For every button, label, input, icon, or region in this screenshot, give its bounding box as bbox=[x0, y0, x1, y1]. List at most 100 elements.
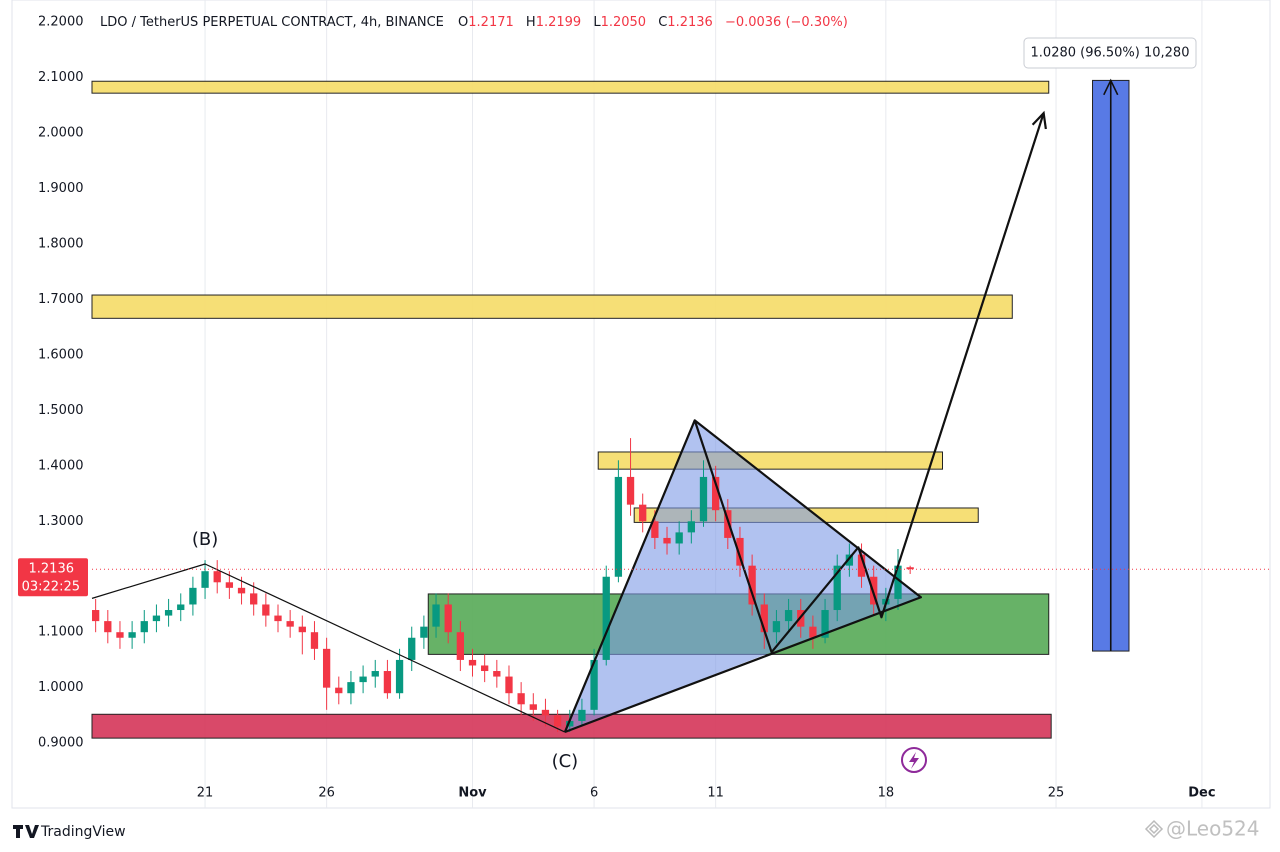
watermark: @Leo524 bbox=[1166, 817, 1260, 841]
y-tick-label: 1.5000 bbox=[38, 403, 84, 418]
candle-body bbox=[578, 709, 586, 721]
candle-body bbox=[359, 676, 367, 683]
candle-body bbox=[116, 632, 124, 638]
brand: TradingView bbox=[13, 824, 126, 840]
ohlc-value: 1.2199 bbox=[536, 15, 582, 30]
candle-body bbox=[92, 610, 100, 622]
ohlc-key: L bbox=[593, 15, 601, 30]
event-icon[interactable] bbox=[901, 747, 927, 773]
ohlc-value: 1.2050 bbox=[601, 15, 647, 30]
brand-name: TradingView bbox=[40, 824, 126, 840]
wave-label: (B) bbox=[192, 529, 218, 550]
candle-body bbox=[821, 610, 829, 638]
candle-body bbox=[152, 615, 161, 622]
y-tick-label: 1.0000 bbox=[38, 680, 84, 695]
x-tick-label: 11 bbox=[707, 786, 724, 801]
candle-body bbox=[444, 604, 452, 633]
x-tick-label: Nov bbox=[458, 786, 487, 801]
wave-label: (C) bbox=[552, 751, 579, 772]
candle-body bbox=[663, 537, 671, 544]
candle-body bbox=[371, 671, 379, 677]
y-tick-label: 2.1000 bbox=[38, 70, 84, 85]
candle-body bbox=[906, 567, 914, 570]
candle-body bbox=[395, 659, 404, 694]
ohlc-key: O bbox=[458, 15, 468, 30]
watermark-icon bbox=[1144, 819, 1164, 839]
candle-body bbox=[140, 621, 148, 633]
candle-body bbox=[736, 537, 744, 566]
candle-body bbox=[177, 604, 185, 611]
drawing-line bbox=[564, 419, 922, 734]
ohlc-value: 1.2171 bbox=[468, 15, 514, 30]
candle-body bbox=[675, 532, 683, 544]
candle-body bbox=[213, 571, 221, 583]
event-bolt bbox=[909, 752, 919, 769]
candle-body bbox=[626, 476, 635, 505]
y-tick-label: 1.7000 bbox=[38, 292, 84, 307]
drawing-line bbox=[563, 112, 1045, 733]
countdown: 03:22:25 bbox=[22, 580, 80, 595]
candle-body bbox=[383, 671, 392, 694]
candle-body bbox=[420, 626, 428, 638]
candle-body bbox=[262, 604, 270, 616]
change: −0.0036 (−0.30%) bbox=[725, 15, 848, 30]
y-tick-label: 1.1000 bbox=[38, 625, 84, 640]
candle-body bbox=[894, 565, 902, 599]
candle-body bbox=[201, 571, 209, 588]
candle-body bbox=[614, 476, 623, 577]
candle-body bbox=[724, 510, 732, 538]
symbol-title: LDO / TetherUS PERPETUAL CONTRACT, 4h, B… bbox=[100, 15, 444, 30]
candle-body bbox=[128, 632, 136, 638]
candle-body bbox=[225, 582, 234, 588]
candle-body bbox=[687, 521, 695, 533]
candle-body bbox=[164, 610, 173, 616]
candle-body bbox=[237, 587, 246, 594]
x-tick-label: 18 bbox=[878, 786, 895, 801]
candle-body bbox=[760, 604, 768, 633]
candle-body bbox=[505, 676, 513, 694]
candle-body bbox=[104, 621, 112, 633]
candle-body bbox=[481, 665, 489, 672]
zone bbox=[91, 80, 1050, 94]
y-tick-label: 2.2000 bbox=[38, 15, 84, 30]
brand-logo bbox=[13, 825, 39, 838]
ohlc-key: C bbox=[658, 15, 667, 30]
header: LDO / TetherUS PERPETUAL CONTRACT, 4h, B… bbox=[100, 15, 848, 30]
x-tick-label: 25 bbox=[1048, 786, 1065, 801]
candle-body bbox=[432, 604, 440, 627]
drawing-line bbox=[91, 563, 566, 733]
candle-body bbox=[189, 587, 197, 605]
candle-body bbox=[651, 521, 659, 538]
candle-body bbox=[712, 476, 720, 511]
candle-body bbox=[456, 632, 464, 660]
y-tick-label: 0.9000 bbox=[38, 736, 84, 751]
candle-body bbox=[602, 576, 610, 660]
y-tick-label: 1.6000 bbox=[38, 347, 84, 362]
candle-body bbox=[857, 554, 866, 577]
labels: 0.90001.00001.10001.20001.30001.40001.50… bbox=[18, 15, 1216, 801]
candle-body bbox=[553, 715, 562, 727]
zone bbox=[91, 294, 1013, 319]
candle-body bbox=[699, 476, 708, 522]
candle-body bbox=[809, 626, 817, 638]
x-tick-label: 6 bbox=[590, 786, 598, 801]
candle-body bbox=[845, 554, 854, 566]
candle-body bbox=[566, 720, 574, 727]
x-tick-label: Dec bbox=[1188, 786, 1215, 801]
ohlc-value: 1.2136 bbox=[667, 15, 713, 30]
candle-body bbox=[286, 621, 294, 627]
candle-body bbox=[541, 709, 550, 716]
y-tick-label: 1.8000 bbox=[38, 237, 84, 252]
candle-body bbox=[322, 648, 331, 688]
y-tick-label: 1.9000 bbox=[38, 181, 84, 196]
pattern-fill bbox=[564, 420, 921, 733]
candle-body bbox=[347, 682, 355, 694]
price-label: 1.2136 bbox=[29, 562, 75, 577]
candle-body bbox=[408, 637, 416, 660]
candle-body bbox=[493, 671, 501, 677]
zone bbox=[597, 451, 943, 470]
candle-body bbox=[590, 659, 598, 710]
x-tick-label: 21 bbox=[197, 786, 214, 801]
